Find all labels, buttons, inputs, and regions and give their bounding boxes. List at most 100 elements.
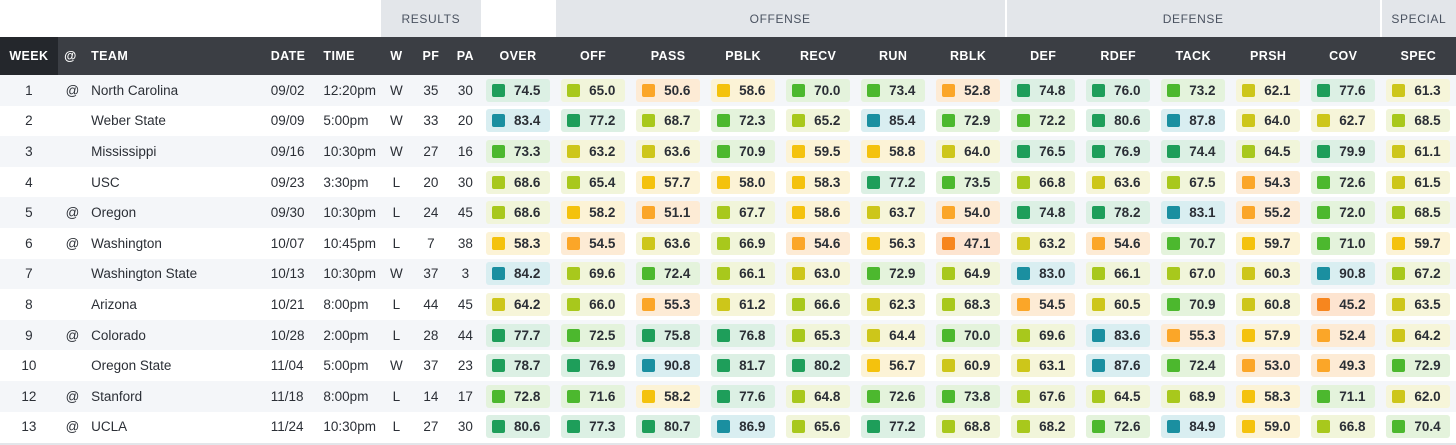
header-run[interactable]: RUN	[855, 37, 931, 75]
grade-color-square	[492, 114, 506, 128]
header-prsh[interactable]: PRSH	[1230, 37, 1306, 75]
game-time: 3:30pm	[323, 166, 382, 198]
table-row[interactable]: 12 @ Stanford 11/18 8:00pm L 14 17 72.8 71.6 58.2 7…	[0, 380, 1456, 412]
grade-badge: 74.8	[1011, 201, 1076, 225]
team-name[interactable]: Stanford	[83, 380, 271, 412]
grade-color-square	[1167, 359, 1181, 373]
table-row[interactable]: 4 USC 09/23 3:30pm L 20 30 68.6 65.4 57.7 58.0 58.3…	[0, 166, 1456, 198]
grade-color-square	[642, 206, 656, 220]
team-name[interactable]: UCLA	[83, 411, 271, 443]
points-for: 28	[411, 319, 451, 351]
grade-badge: 74.5	[486, 78, 551, 102]
grade-color-square	[942, 114, 956, 128]
grade-cell-tack: 74.4	[1155, 136, 1231, 167]
grade-badge: 63.0	[786, 262, 851, 286]
team-name[interactable]: Arizona	[83, 289, 271, 320]
team-name[interactable]: Weber State	[83, 105, 271, 137]
grade-badge: 74.8	[1011, 78, 1076, 102]
header-team[interactable]: TEAM	[83, 37, 271, 75]
grade-cell-prsh: 58.3	[1230, 380, 1306, 412]
header-cov[interactable]: COV	[1305, 37, 1381, 75]
grade-cell-recv: 58.3	[780, 166, 856, 198]
grade-badge: 50.6	[636, 78, 701, 102]
team-name[interactable]: North Carolina	[83, 75, 271, 106]
grade-cell-run: 58.8	[855, 136, 931, 167]
grade-value: 70.9	[1189, 296, 1216, 312]
grade-badge: 64.5	[1086, 384, 1151, 408]
week-cell: 4	[0, 166, 58, 198]
header-pblk[interactable]: PBLK	[705, 37, 781, 75]
grade-cell-off: 72.5	[555, 319, 631, 351]
table-row[interactable]: 10 Oregon State 11/04 5:00pm W 37 23 78.7 76.9 90…	[0, 350, 1456, 381]
grade-badge: 78.7	[486, 354, 551, 378]
grade-cell-def: 54.5	[1005, 289, 1081, 320]
table-row[interactable]: 7 Washington State 10/13 10:30pm W 37 3 84.2 69.…	[0, 258, 1456, 290]
header-spec[interactable]: SPEC	[1380, 37, 1456, 75]
team-name[interactable]: USC	[83, 166, 271, 198]
grade-value: 68.5	[1414, 205, 1441, 221]
table-row[interactable]: 1 @ North Carolina 09/02 12:20pm W 35 30 74.5 65.…	[0, 75, 1456, 106]
header-time[interactable]: TIME	[323, 37, 382, 75]
table-row[interactable]: 5 @ Oregon 09/30 10:30pm L 24 45 68.6 58.2 51.1 67.…	[0, 197, 1456, 228]
grade-color-square	[642, 236, 656, 250]
grade-badge: 58.0	[711, 170, 776, 194]
team-name[interactable]: Colorado	[83, 319, 271, 351]
header-at[interactable]: @	[57, 37, 84, 75]
grade-color-square	[1017, 420, 1031, 434]
team-name[interactable]: Washington State	[83, 258, 271, 290]
grade-badge: 59.7	[1236, 231, 1301, 255]
points-against: 45	[450, 197, 481, 228]
grade-color-square	[1017, 359, 1031, 373]
grade-badge: 53.0	[1236, 354, 1301, 378]
result-wl: L	[381, 197, 412, 228]
team-name[interactable]: Oregon	[83, 197, 271, 228]
result-wl: W	[381, 105, 412, 137]
grade-color-square	[1167, 114, 1181, 128]
grade-cell-def: 72.2	[1005, 105, 1081, 137]
grade-value: 72.9	[1414, 358, 1441, 374]
header-w[interactable]: W	[381, 37, 412, 75]
grade-cell-spec: 68.5	[1380, 197, 1456, 228]
header-pf[interactable]: PF	[411, 37, 451, 75]
header-def[interactable]: DEF	[1005, 37, 1081, 75]
team-name[interactable]: Washington	[83, 227, 271, 259]
header-date[interactable]: DATE	[270, 37, 324, 75]
team-name[interactable]: Mississippi	[83, 136, 271, 167]
header-recv[interactable]: RECV	[780, 37, 856, 75]
table-row[interactable]: 8 Arizona 10/21 8:00pm L 44 45 64.2 66.0 55.3 61.2…	[0, 289, 1456, 320]
grade-color-square	[792, 297, 806, 311]
grade-cell-recv: 65.3	[780, 319, 856, 351]
grade-cell-cov: 79.9	[1305, 136, 1381, 167]
table-row[interactable]: 6 @ Washington 10/07 10:45pm L 7 38 58.3 54.5 63.6…	[0, 227, 1456, 259]
team-name[interactable]: Oregon State	[83, 350, 271, 381]
header-tack[interactable]: TACK	[1155, 37, 1231, 75]
grade-value: 77.2	[889, 419, 916, 435]
grade-color-square	[1392, 206, 1406, 220]
header-pass[interactable]: PASS	[630, 37, 706, 75]
game-date: 10/21	[270, 289, 324, 320]
table-row[interactable]: 2 Weber State 09/09 5:00pm W 33 20 83.4 77.2 68.7…	[0, 105, 1456, 137]
header-rblk[interactable]: RBLK	[930, 37, 1006, 75]
grade-color-square	[1167, 144, 1181, 158]
result-wl: W	[381, 350, 412, 381]
grade-cell-rdef: 80.6	[1080, 105, 1156, 137]
game-time: 10:30pm	[323, 197, 382, 228]
grade-cell-def: 83.0	[1005, 258, 1081, 290]
header-rdef[interactable]: RDEF	[1080, 37, 1156, 75]
week-cell: 8	[0, 289, 58, 320]
table-row[interactable]: 13 @ UCLA 11/24 10:30pm L 27 30 80.6 77.3 80.7 86.9…	[0, 411, 1456, 443]
header-off[interactable]: OFF	[555, 37, 631, 75]
grade-value: 72.6	[1114, 419, 1141, 435]
header-pa[interactable]: PA	[450, 37, 481, 75]
table-row[interactable]: 3 Mississippi 09/16 10:30pm W 27 16 73.3 63.2 63.…	[0, 136, 1456, 167]
points-against: 38	[450, 227, 481, 259]
grade-value: 54.6	[814, 235, 841, 251]
header-week[interactable]: WEEK	[0, 37, 58, 75]
grade-badge: 80.7	[636, 415, 701, 439]
points-for: 37	[411, 350, 451, 381]
grade-value: 59.7	[1414, 235, 1441, 251]
grade-cell-recv: 80.2	[780, 350, 856, 381]
header-over[interactable]: OVER	[480, 37, 556, 75]
table-row[interactable]: 9 @ Colorado 10/28 2:00pm L 28 44 77.7 72.5 75.8 76…	[0, 319, 1456, 351]
grade-badge: 68.6	[486, 201, 551, 225]
